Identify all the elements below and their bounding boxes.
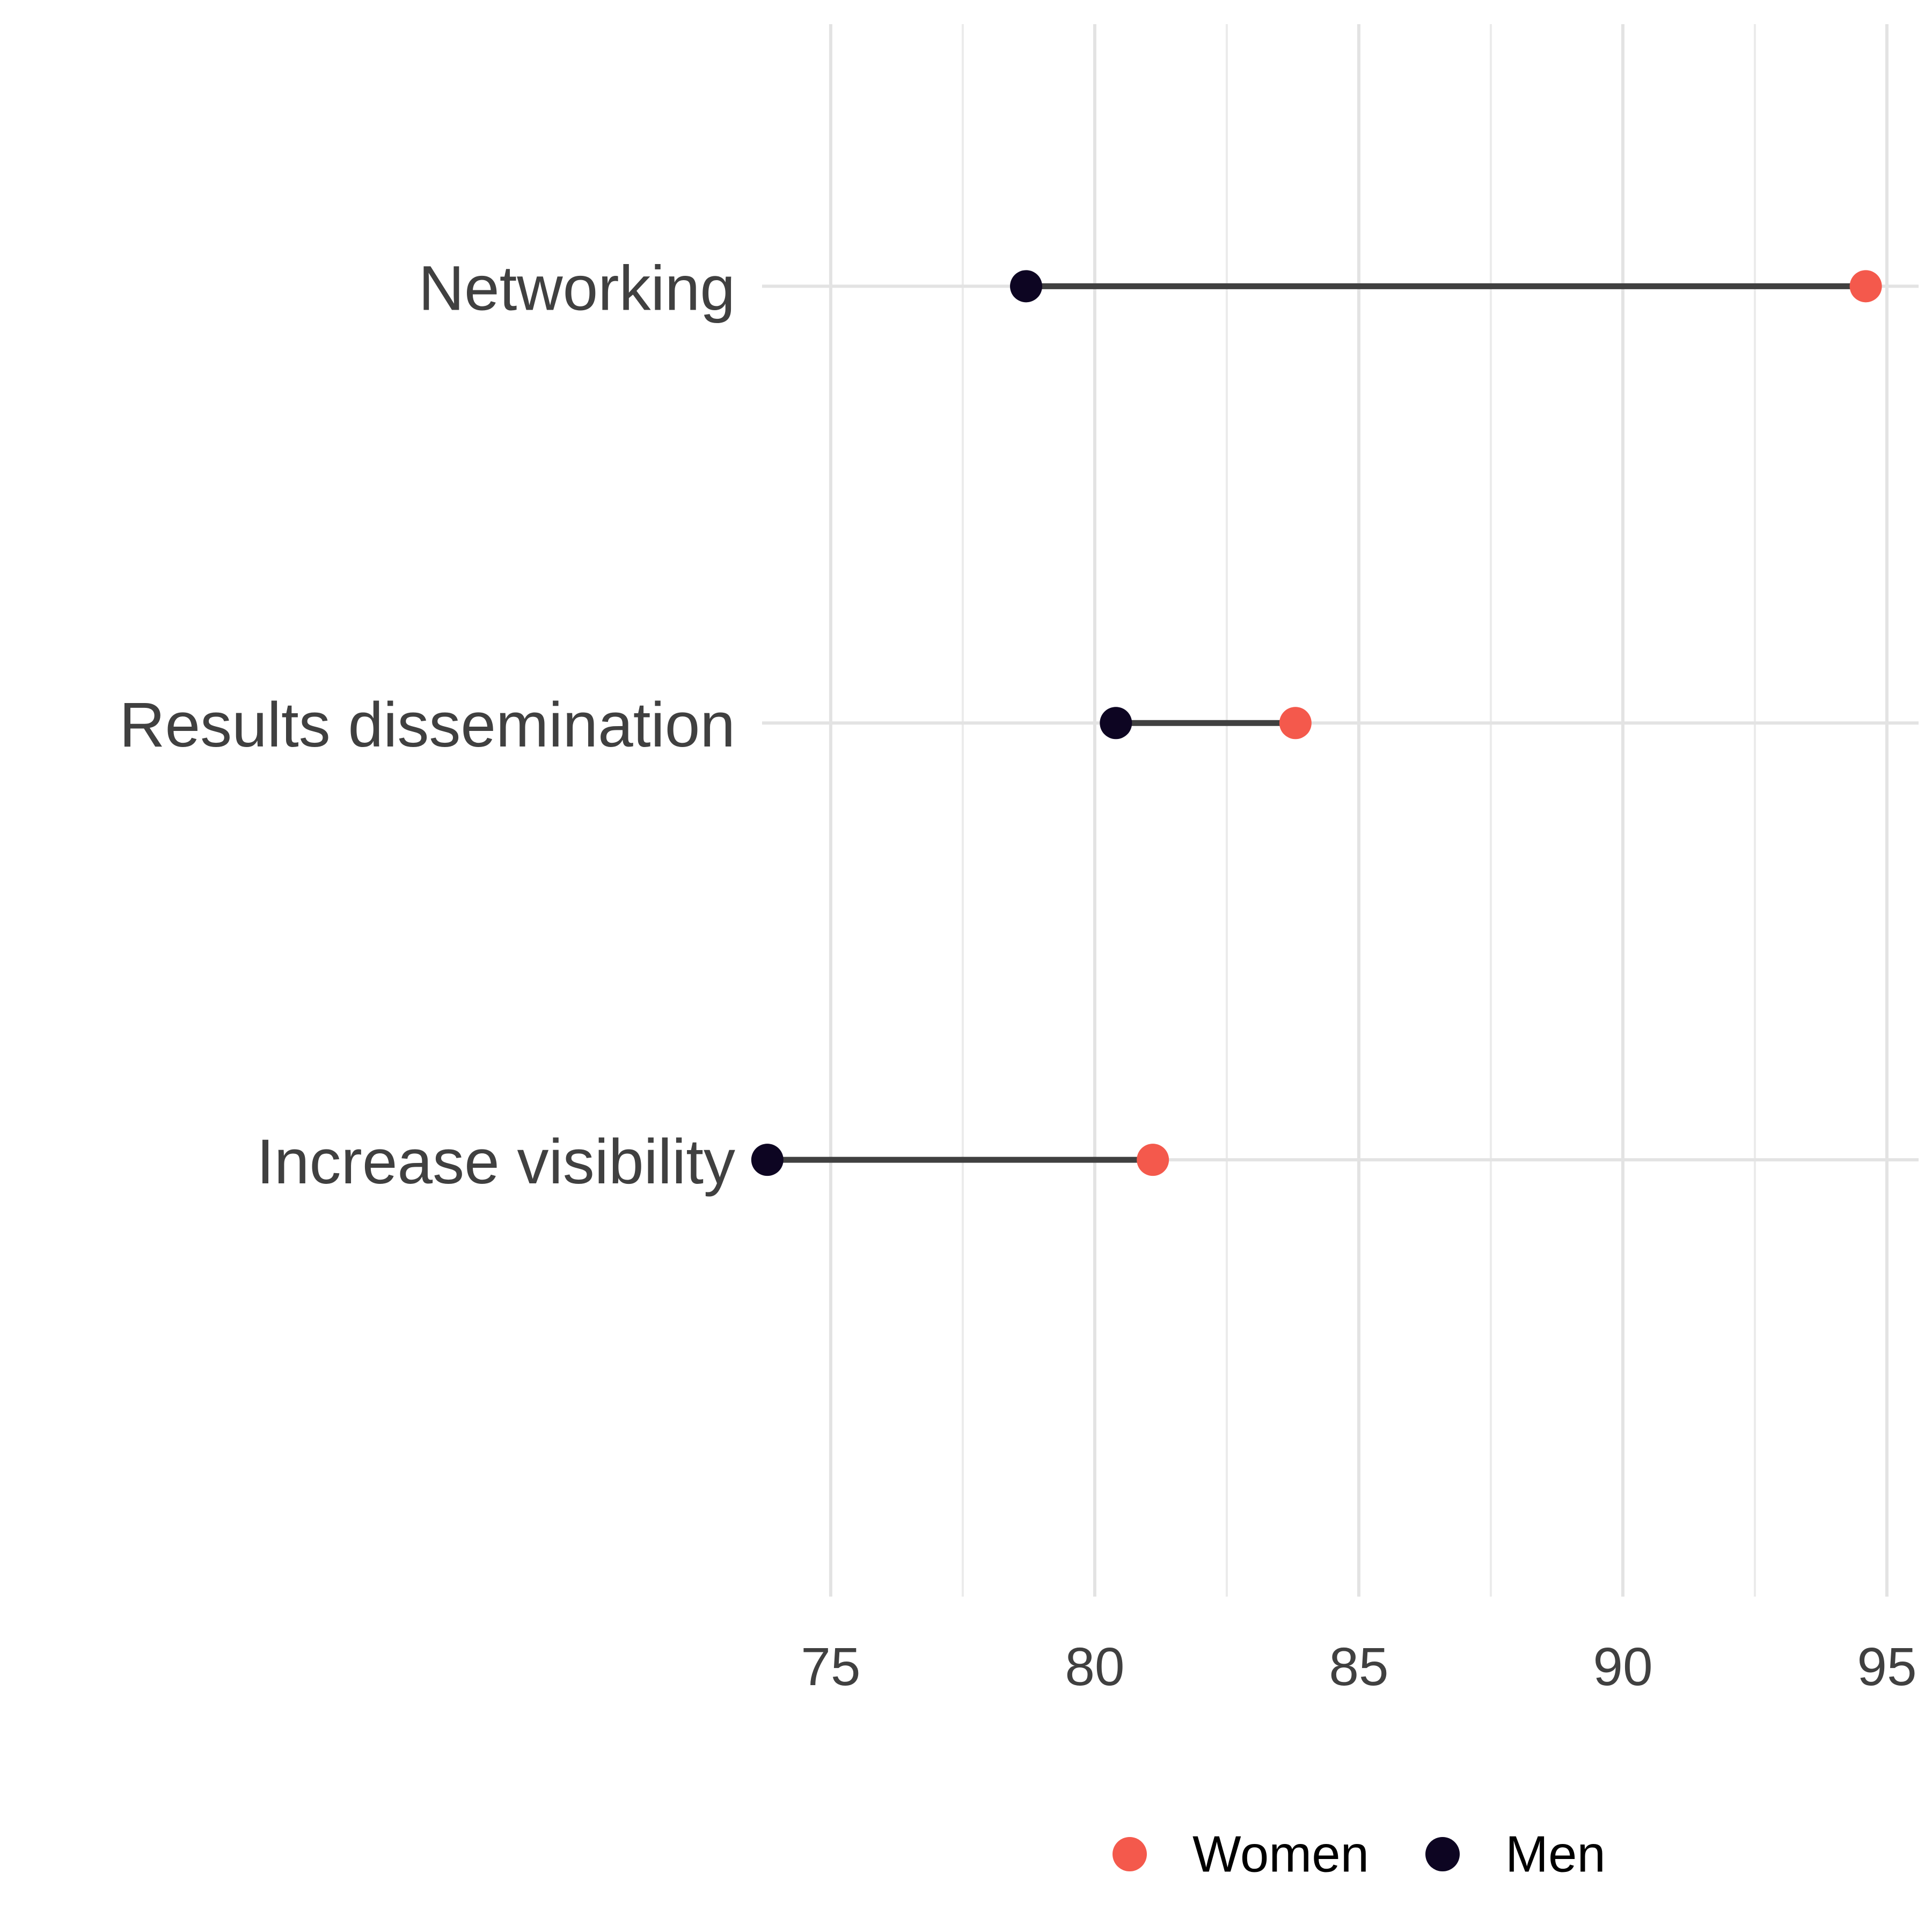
legend-label-women: Women (1192, 1826, 1369, 1883)
x-tick-label: 95 (1857, 1637, 1916, 1697)
category-gridlines (762, 284, 1919, 1162)
legend-marker-women (1113, 1837, 1147, 1871)
y-axis-labels: Networking Results dissemination Increas… (119, 253, 735, 1197)
point-women (1849, 270, 1882, 303)
point-women (1279, 707, 1312, 740)
legend: Women Men (1113, 1826, 1606, 1883)
data-points (751, 270, 1882, 1176)
x-tick-label: 75 (801, 1637, 860, 1697)
x-tick-label: 85 (1329, 1637, 1388, 1697)
x-axis-labels: 75 80 85 90 95 (801, 1637, 1916, 1697)
point-men (1010, 270, 1043, 303)
major-gridlines (829, 24, 1889, 1597)
point-women (1137, 1144, 1169, 1176)
point-men (751, 1144, 784, 1176)
connector-lines (767, 283, 1866, 1163)
x-tick-label: 90 (1593, 1637, 1652, 1697)
y-tick-label-networking: Networking (419, 253, 735, 324)
point-men (1100, 707, 1132, 740)
x-tick-label: 80 (1065, 1637, 1124, 1697)
y-tick-label-increase-visibility: Increase visibility (257, 1126, 735, 1197)
legend-marker-men (1425, 1837, 1460, 1871)
legend-label-men: Men (1505, 1826, 1606, 1883)
y-tick-label-results-dissemination: Results dissemination (119, 690, 735, 760)
